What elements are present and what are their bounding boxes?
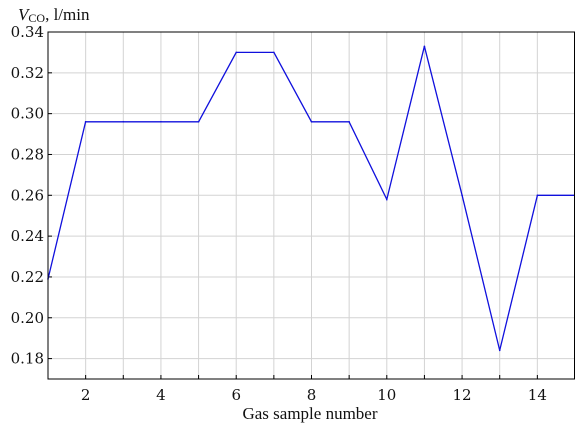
data-point [423,45,426,48]
y-axis-unit: , l/min [45,5,90,24]
x-axis-title: Gas sample number [242,404,377,423]
data-series [47,45,575,352]
data-point [160,121,162,123]
y-tick-label: 0.28 [11,145,44,163]
y-tick-label: 0.30 [11,105,44,123]
y-tick-label: 0.34 [11,23,44,41]
y-tick-label: 0.18 [11,350,44,368]
x-tick-label: 12 [453,386,472,404]
y-axis-symbol: V [18,5,31,24]
data-point [310,121,313,123]
y-tick-label: 0.20 [11,309,44,327]
x-tick-label: 8 [307,386,317,404]
y-tick-label: 0.26 [11,186,44,204]
y-axis-title: VCO, l/min [18,5,90,25]
data-point [273,51,275,54]
x-tick-label: 2 [81,386,91,404]
x-tick-label: 10 [377,386,396,404]
y-tick-label: 0.24 [11,227,44,245]
data-point [84,121,87,123]
x-tick-label: 14 [528,386,547,404]
data-point [348,121,350,123]
data-point [235,51,238,54]
y-tick-label: 0.32 [11,64,44,82]
data-point [536,194,539,197]
data-point [197,121,200,123]
data-point [122,121,125,123]
tick-labels: 0.18 0.20 0.22 0.24 0.26 0.28 0.30 0.32 0.34 2 4 6 8… [11,23,547,404]
x-tick-label: 4 [156,386,166,404]
data-point [385,198,388,201]
axis-ticks [47,31,575,379]
grid-lines [47,31,575,379]
data-point [461,194,463,197]
y-axis-subscript: CO [28,11,45,25]
data-point [498,349,501,352]
x-tick-label: 6 [231,386,241,404]
y-tick-label: 0.22 [11,268,44,286]
